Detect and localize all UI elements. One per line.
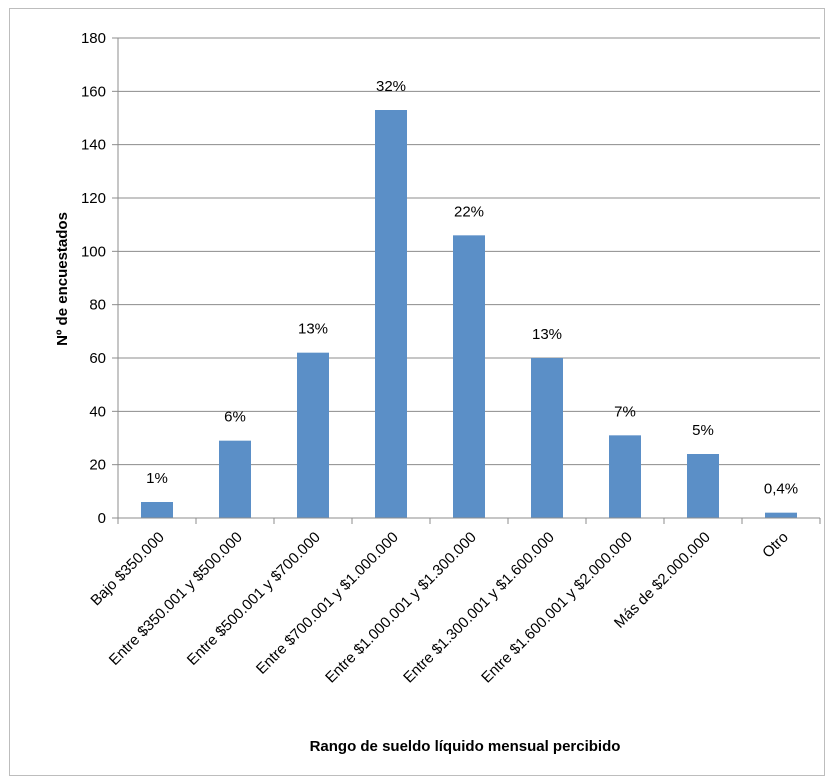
data-labels: 1% 6% 13% 32% 22% 13% 7% 5% 0,4% [146,78,798,498]
x-axis-title: Rango de sueldo líquido mensual percibid… [310,738,621,755]
bar [141,502,173,518]
x-tick-label: Entre $1.600.001 y $2.000.000 [478,529,636,687]
y-tick-label: 0 [98,510,106,527]
bar [453,235,485,519]
bar [531,358,563,518]
x-tick-label: Entre $1.000.001 y $1.300.000 [322,529,480,687]
y-tick-label: 100 [81,243,106,260]
bar [219,440,251,518]
x-tick-label: Entre $500.001 y $700.000 [184,529,324,669]
data-label: 22% [454,203,484,220]
bar [375,110,407,518]
y-tick-label: 40 [89,403,106,420]
y-tick-label: 140 [81,137,106,154]
y-tick-labels: 0 20 40 60 80 100 120 140 160 180 [81,30,106,527]
x-tick-label: Entre $350.001 y $500.000 [106,529,246,669]
x-tick-label: Otro [759,529,792,562]
data-label: 1% [146,470,168,487]
data-label: 0,4% [764,481,798,498]
chart-frame [9,8,825,776]
x-tick-label: Bajo $350.000 [87,529,167,609]
x-tick-label: Entre $700.001 y $1.000.000 [253,529,402,678]
y-axis-title: Nº de encuestados [54,212,71,346]
data-label: 13% [298,321,328,338]
y-tick-label: 180 [81,30,106,47]
data-label: 32% [376,78,406,95]
y-tick-label: 80 [89,297,106,314]
x-tick-label: Entre $1.300.001 y $1.600.000 [400,529,558,687]
data-label: 6% [224,409,246,426]
bar [297,352,329,518]
data-label: 5% [692,422,714,439]
y-tick-label: 120 [81,190,106,207]
data-label: 13% [532,326,562,343]
y-tick-label: 60 [89,350,106,367]
axes [112,37,821,524]
y-tick-label: 20 [89,457,106,474]
bar [765,512,797,518]
bar [609,435,641,518]
y-tick-label: 160 [81,83,106,100]
bar [687,454,719,518]
data-label: 7% [614,403,636,420]
bars [141,110,797,519]
